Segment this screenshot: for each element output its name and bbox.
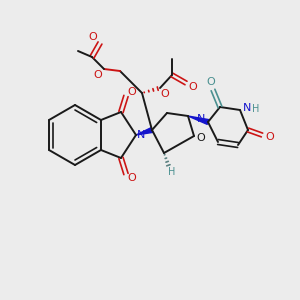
- Text: N: N: [137, 130, 145, 140]
- Text: N: N: [243, 103, 251, 113]
- Text: O: O: [128, 173, 136, 183]
- Text: O: O: [94, 70, 102, 80]
- Text: O: O: [88, 32, 98, 42]
- Text: H: H: [252, 104, 260, 114]
- Text: O: O: [128, 87, 136, 97]
- Polygon shape: [136, 128, 153, 135]
- Text: O: O: [266, 132, 274, 142]
- Polygon shape: [188, 116, 209, 124]
- Text: O: O: [207, 77, 215, 87]
- Text: O: O: [196, 133, 206, 143]
- Text: O: O: [189, 82, 197, 92]
- Text: N: N: [197, 114, 205, 124]
- Text: O: O: [160, 89, 169, 99]
- Text: H: H: [168, 167, 176, 177]
